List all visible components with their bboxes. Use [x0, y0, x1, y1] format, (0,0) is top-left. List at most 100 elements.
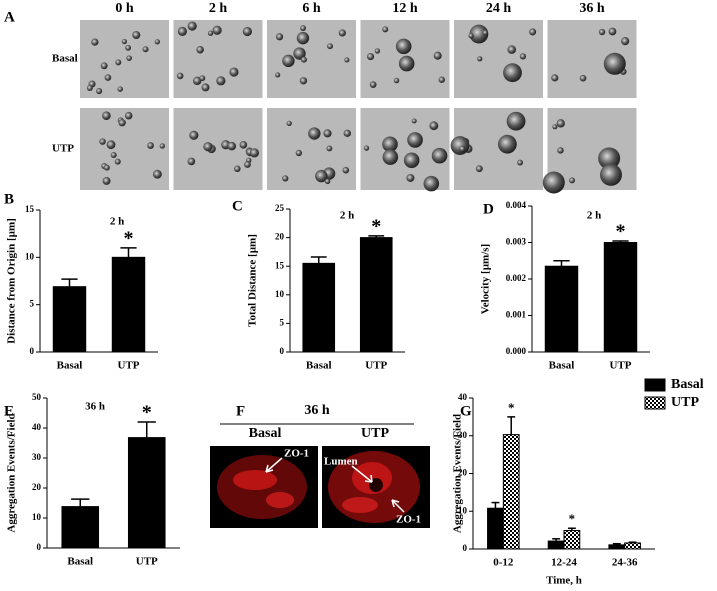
cell	[344, 57, 350, 63]
cell	[106, 140, 116, 150]
cell	[300, 56, 307, 63]
x-tick-label: UTP	[118, 360, 140, 372]
cell	[196, 45, 204, 54]
y-axis-title: Velocity [µm/s]	[480, 244, 492, 314]
cell	[207, 30, 214, 36]
cell	[152, 169, 162, 179]
cell	[542, 171, 565, 194]
cell	[552, 124, 558, 130]
cell	[132, 30, 141, 39]
y-tick-label: 0.001	[506, 310, 527, 320]
cell	[398, 55, 415, 72]
cell	[482, 30, 488, 36]
cell	[429, 121, 439, 131]
cell	[293, 47, 306, 60]
cell	[569, 177, 576, 184]
cell	[382, 149, 399, 165]
cell	[96, 87, 103, 95]
cell	[299, 77, 308, 85]
column-label: UTP	[361, 426, 389, 441]
y-tick-label: 20	[32, 482, 42, 492]
bar	[61, 506, 100, 549]
cell	[187, 157, 196, 166]
cell	[199, 75, 206, 82]
y-tick-label: 10	[25, 251, 35, 261]
panel-letter: G	[460, 403, 472, 419]
cell	[406, 173, 415, 182]
cell	[115, 59, 122, 66]
micrograph	[454, 20, 543, 98]
legend-label: UTP	[671, 395, 699, 410]
cell	[121, 38, 128, 45]
cell	[159, 143, 165, 149]
cell	[621, 37, 630, 46]
cell	[187, 21, 197, 31]
bar	[603, 242, 638, 353]
legend-label: Basal	[671, 377, 704, 392]
y-tick-label: 0.004	[506, 200, 527, 210]
chart-title: 2 h	[587, 210, 601, 222]
bar	[487, 507, 504, 550]
significance: *	[616, 221, 626, 243]
bar	[547, 540, 565, 550]
bar	[544, 265, 579, 353]
cell	[503, 63, 522, 83]
cell	[300, 25, 306, 32]
panel-letter: C	[232, 198, 243, 214]
cell	[374, 48, 381, 54]
x-tick-label: Basal	[67, 556, 93, 568]
cell	[599, 163, 622, 186]
cell	[201, 83, 210, 92]
cell	[189, 130, 199, 140]
cell	[176, 72, 184, 80]
panel-letter: D	[483, 201, 494, 217]
cell	[382, 136, 398, 153]
cell	[324, 178, 331, 185]
y-tick-label: 20	[458, 468, 468, 478]
cell	[326, 145, 333, 152]
panel-letter: B	[4, 191, 14, 207]
time-label: 12 h	[392, 1, 418, 16]
significance: *	[508, 400, 515, 415]
cell	[114, 158, 121, 165]
cell	[598, 28, 606, 36]
cell	[275, 72, 281, 78]
panel-letter: A	[4, 9, 15, 25]
significance: *	[569, 511, 576, 526]
x-tick-label: 0-12	[493, 557, 514, 569]
cell	[282, 175, 289, 182]
cell	[438, 76, 445, 83]
time-label: 2 h	[209, 1, 228, 16]
y-tick-label: 25	[275, 203, 285, 213]
cell	[342, 166, 350, 174]
bar	[502, 434, 520, 550]
bar	[624, 542, 641, 550]
cell	[579, 74, 587, 82]
y-tick-label: 40	[32, 422, 42, 432]
cell	[608, 27, 617, 36]
cell	[110, 152, 117, 159]
cell	[468, 33, 474, 39]
y-tick-label: 30	[32, 452, 42, 462]
cell	[556, 119, 565, 128]
cell	[126, 55, 132, 61]
chart-title: 36 h	[85, 401, 105, 413]
cell	[192, 76, 202, 86]
cell	[459, 145, 466, 152]
cell	[529, 28, 537, 36]
significance: *	[142, 402, 152, 424]
significance: *	[124, 227, 134, 249]
cell	[506, 111, 526, 131]
cell	[147, 142, 154, 149]
row-label: Basal	[52, 53, 78, 65]
annotation: ZO-1	[284, 448, 309, 460]
cell	[395, 38, 412, 55]
bar	[563, 530, 581, 550]
time-label: 36 h	[579, 1, 605, 16]
x-tick-label: Basal	[57, 360, 83, 372]
legend-swatch	[644, 378, 666, 392]
significance: *	[371, 215, 381, 237]
cell	[366, 52, 375, 61]
legend-swatch	[644, 396, 666, 410]
